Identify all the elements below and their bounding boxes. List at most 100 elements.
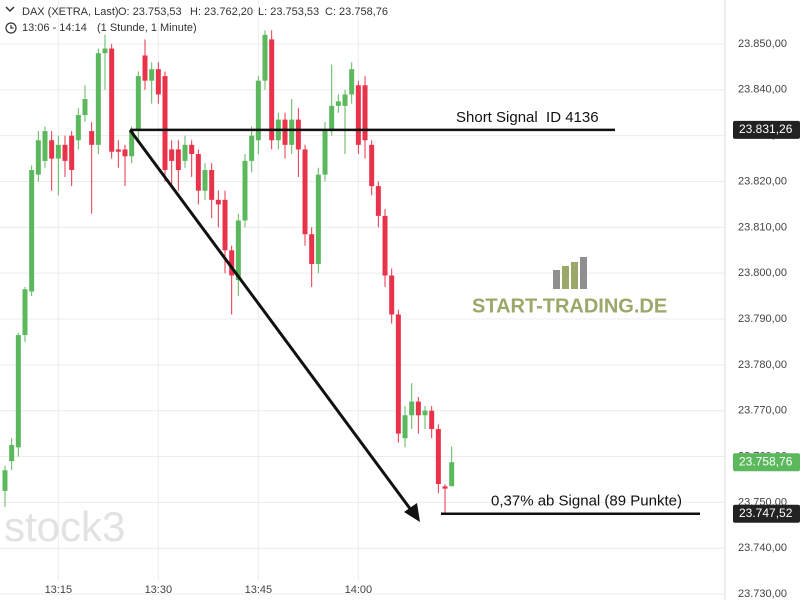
candle-body: [195, 154, 201, 191]
candle-body: [142, 55, 148, 81]
candle-body: [122, 149, 128, 157]
candles: [2, 30, 455, 514]
candle-body: [389, 275, 395, 315]
high-value: H: 23.762,20: [190, 6, 253, 18]
candle-body: [42, 131, 48, 161]
y-tick-label: 23.740,00: [738, 542, 787, 554]
candle-body: [262, 34, 268, 81]
candle-body: [22, 289, 28, 336]
candle-body: [449, 462, 455, 487]
candle-body: [242, 160, 248, 221]
candle-body: [89, 131, 95, 145]
header: DAX (XETRA, Last) O: 23.753,53 H: 23.762…: [5, 6, 388, 34]
y-tick-label: 23.790,00: [738, 313, 787, 325]
candle-body: [35, 140, 41, 175]
interval: (1 Stunde, 1 Minute): [97, 22, 197, 34]
candle-body: [295, 119, 301, 150]
price-label-box: [733, 120, 800, 139]
candle-body: [249, 135, 255, 161]
candle-body: [135, 76, 141, 132]
y-tick-label: 23.840,00: [738, 84, 787, 96]
watermark: START-TRADING.DE: [472, 295, 667, 317]
candle-body: [302, 149, 308, 235]
candle-body: [82, 99, 88, 116]
candle-body: [182, 144, 188, 161]
candle-body: [355, 85, 361, 145]
candle-body: [362, 85, 368, 141]
time-range: 13:06 - 14:14: [22, 22, 87, 34]
candle-body: [329, 105, 335, 132]
candle-body: [315, 174, 321, 265]
candle-body: [215, 199, 221, 205]
candle-body: [202, 170, 208, 191]
candle-body: [395, 314, 401, 434]
candle-body: [229, 250, 235, 276]
candle-body: [15, 335, 21, 448]
candle-body: [235, 220, 241, 281]
candle-body: [209, 170, 215, 200]
candle-body: [155, 69, 161, 95]
candle-body: [95, 53, 101, 145]
candle-body: [29, 170, 35, 292]
y-tick-label: 23.820,00: [738, 175, 787, 187]
clock-icon: [5, 22, 17, 34]
candle-body: [429, 410, 435, 430]
candle-body: [75, 115, 81, 141]
candle-body: [375, 186, 381, 216]
y-tick-label: 23.800,00: [738, 267, 787, 279]
price-label-box: [733, 504, 800, 523]
x-tick-label: 13:30: [145, 584, 173, 596]
candle-body: [175, 149, 181, 171]
candle-body: [109, 48, 115, 152]
candle-body: [422, 410, 428, 416]
candle-body: [222, 199, 228, 251]
candle-body: [342, 94, 348, 106]
candle-body: [115, 149, 121, 152]
candle-body: [402, 415, 408, 439]
candle-body: [382, 215, 388, 276]
price-label: 23.758,76: [739, 454, 793, 468]
collapse-icon[interactable]: [5, 6, 15, 13]
candle-body: [55, 144, 61, 159]
candle-body: [189, 144, 195, 155]
candle-body: [162, 76, 168, 171]
arrow-head: [404, 503, 420, 522]
candle-body: [2, 470, 8, 491]
candle-body: [62, 144, 68, 161]
instrument: DAX (XETRA, Last): [22, 6, 119, 18]
candle-body: [335, 101, 341, 106]
annotation-text: 0,37% ab Signal (89 Punkte): [491, 493, 682, 510]
candle-body: [415, 401, 421, 416]
candle-body: [129, 131, 135, 157]
candle-body: [255, 80, 261, 141]
candle-body: [369, 144, 375, 187]
close-value: C: 23.758,76: [325, 6, 388, 18]
annotations: Short Signal ID 4136 0,37% ab Signal (89 …: [128, 109, 700, 522]
candle-body: [9, 445, 15, 462]
candle-body: [269, 39, 275, 141]
arrow: [128, 129, 416, 515]
axis-labels: 23.730,0023.740,0023.750,0023.760,0023.7…: [45, 38, 800, 600]
logo-bars: [553, 257, 587, 289]
open-value: O: 23.753,53: [118, 6, 182, 18]
candle-body: [49, 140, 55, 159]
y-tick-label: 23.770,00: [738, 405, 787, 417]
candle-body: [102, 48, 108, 54]
annotation-text: Short Signal ID 4136: [456, 109, 599, 126]
candle-body: [309, 234, 315, 265]
grid: [0, 0, 726, 600]
candle-body: [435, 429, 441, 485]
candle-body: [349, 69, 355, 95]
low-value: L: 23.753,53: [258, 6, 319, 18]
watermark: stock3: [4, 503, 125, 550]
x-tick-label: 13:45: [245, 584, 273, 596]
x-tick-label: 13:15: [45, 584, 73, 596]
candle-body: [289, 119, 295, 145]
y-tick-label: 23.850,00: [738, 38, 787, 50]
candle-body: [169, 149, 175, 161]
price-label: 23.831,26: [739, 122, 793, 136]
y-tick-label: 23.730,00: [738, 588, 787, 600]
price-label: 23.747,52: [739, 506, 793, 520]
